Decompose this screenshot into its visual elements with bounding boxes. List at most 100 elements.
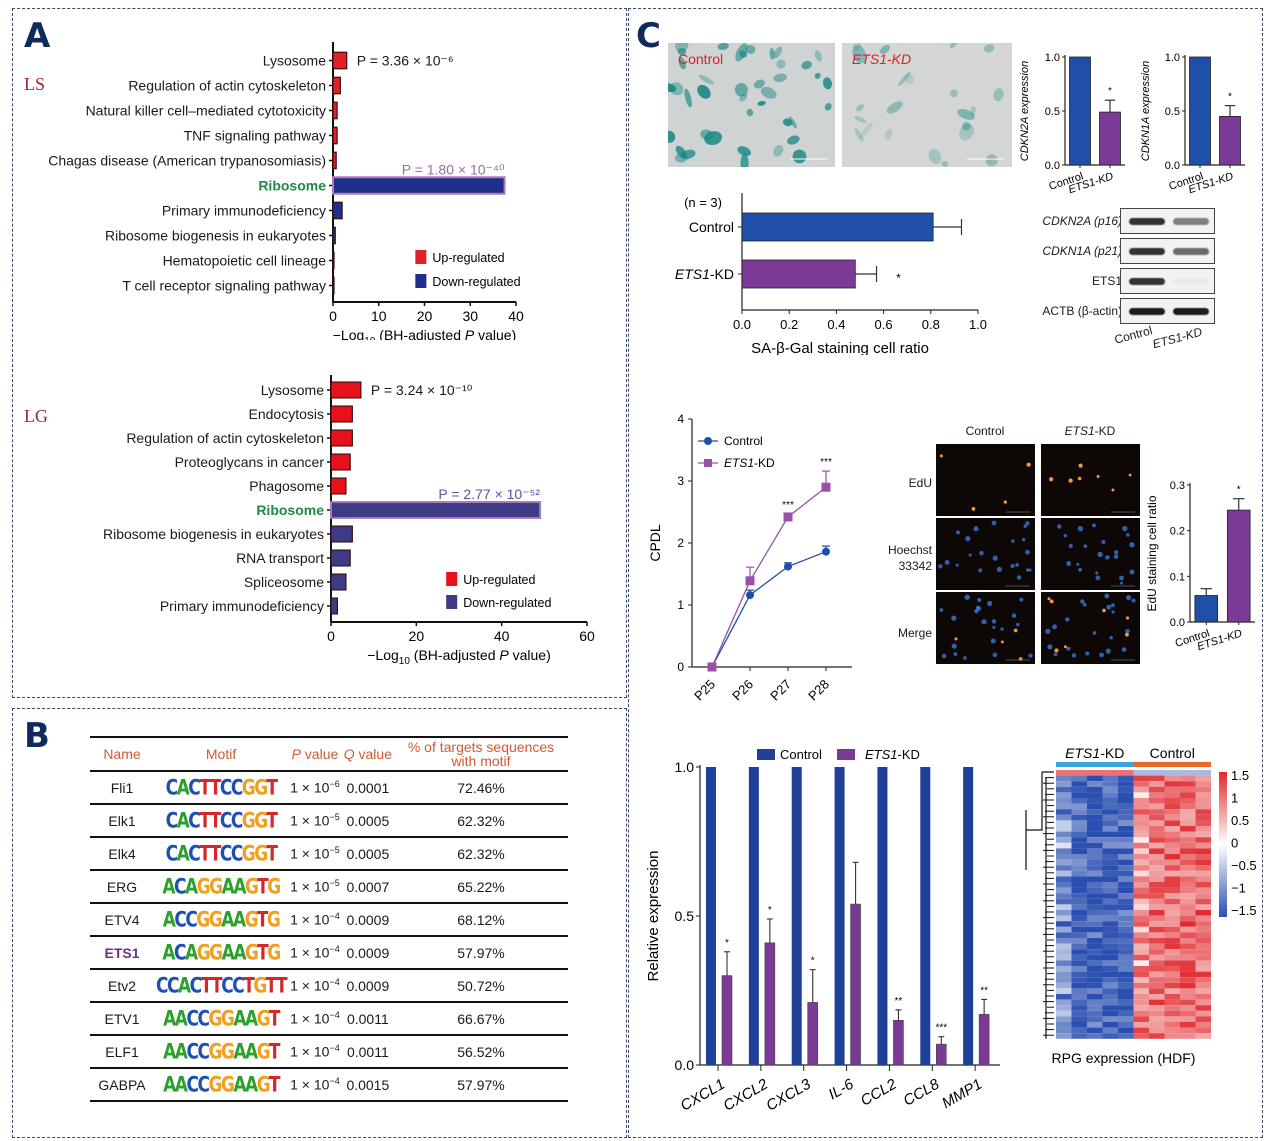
motif-target-pct: 57.97% (394, 1068, 568, 1102)
heatmap-cell (1087, 770, 1103, 776)
heatmap-cell (1164, 966, 1180, 972)
heatmap-cell (1056, 1022, 1072, 1028)
heatmap-cell (1087, 826, 1103, 832)
data-point (783, 512, 793, 522)
stained-cell (993, 88, 1004, 102)
panel-letter-b: B (24, 716, 50, 756)
heatmap-cell (1102, 915, 1118, 922)
heatmap-cell (1195, 882, 1211, 888)
heatmap-cell (1087, 926, 1103, 933)
heatmap-cell (1195, 977, 1211, 983)
rpg-heatmap: ETS1-KD Control 1.5 1 0.5 0 −0.5 −1 −1.5 RPG expr… (1025, 745, 1257, 1066)
heatmap-cell (1056, 842, 1072, 849)
motif-name: ETV4 (90, 903, 154, 937)
motif-base: T (266, 775, 278, 800)
heatmap-cell (1164, 893, 1180, 899)
heatmap-cell (1102, 971, 1118, 978)
legend-swatch-up (415, 250, 427, 264)
x-tick-label: 40 (494, 628, 510, 644)
blot-band (1129, 248, 1165, 255)
p-value-annotation: P = 2.77 × 10⁻⁵² (438, 486, 540, 502)
heatmap-cell (1195, 915, 1211, 922)
heatmap-cell (1180, 932, 1196, 938)
motif-p-value: 1 × 10−4 (288, 1002, 342, 1036)
heatmap-cell (1056, 859, 1072, 866)
heatmap-cell (1102, 994, 1118, 1000)
bar (330, 381, 362, 399)
stained-cell (898, 71, 911, 87)
bar (330, 549, 351, 567)
blot-row-label: ACTB (β-actin) (1042, 304, 1122, 318)
heatmap-cell (1087, 887, 1103, 894)
heatmap-cell (1195, 876, 1211, 882)
heatmap-cell (1180, 837, 1196, 843)
nucleus-hoechst (979, 550, 984, 556)
heatmap-cell (1180, 854, 1196, 860)
motif-base: G (241, 808, 256, 833)
nucleus-edu (1128, 473, 1132, 477)
heatmap-cell (1102, 876, 1118, 882)
heatmap-cell (1164, 792, 1180, 798)
x-tick-label: P27 (767, 677, 794, 704)
heatmap-cell (1149, 854, 1165, 860)
bar-kd (935, 1043, 947, 1066)
fluorescence-image (936, 592, 1035, 664)
nucleus-hoechst (992, 555, 998, 561)
nucleus-hoechst (1028, 653, 1033, 658)
heatmap-cell (1102, 809, 1118, 815)
heatmap-cell (1133, 977, 1149, 983)
nucleus-edu (1000, 640, 1004, 644)
motif-base: G (196, 940, 211, 965)
significance-mark: * (725, 938, 729, 949)
motif-base: T (275, 973, 288, 998)
heatmap-cell (1195, 803, 1211, 810)
heatmap-cell (1133, 904, 1149, 910)
heatmap-cell (1102, 904, 1118, 910)
heatmap-cell (1195, 938, 1211, 944)
bar (332, 176, 506, 195)
heatmap-cell (1056, 988, 1072, 994)
nucleus-hoechst (973, 526, 979, 532)
category-label: Primary immunodeficiency (162, 203, 326, 219)
edu-row-hoechst: Hoechst 33342 (880, 542, 932, 574)
motif-base: G (220, 1006, 235, 1031)
heatmap-cell (1180, 938, 1196, 944)
hoechst-label: Hoechst (887, 543, 932, 557)
heatmap-cell (1071, 898, 1087, 905)
nucleus-hoechst (977, 597, 982, 603)
motif-logo-letters: CACTTCCGGT (166, 808, 278, 833)
motif-base: A (185, 940, 198, 965)
nucleus-edu (1068, 478, 1073, 483)
series-line (711, 551, 827, 668)
motif-base: T (266, 808, 278, 833)
nucleus-hoechst (955, 563, 959, 567)
heatmap-cell (1133, 837, 1149, 843)
stained-cell (886, 101, 903, 114)
motif-base: A (233, 940, 246, 965)
heatmap-cell (1133, 809, 1149, 815)
stained-cell (669, 82, 684, 96)
heatmap-cell (1133, 770, 1149, 776)
p-value-base: 1 × 10 (290, 845, 330, 862)
category-label: Ribosome (256, 502, 324, 518)
nucleus-hoechst (991, 619, 997, 624)
heatmap-cell (1195, 988, 1211, 994)
legend-label-control: Control (780, 747, 822, 762)
heatmap-cell (1164, 943, 1180, 950)
nucleus-edu (939, 454, 943, 458)
p-value-base: 1 × 10 (290, 779, 330, 796)
heatmap-cell (1133, 786, 1149, 793)
blot-row-label: CDKN1A (p21) (1042, 244, 1122, 258)
nucleus-edu (1125, 616, 1130, 620)
heatmap-cell (1180, 994, 1196, 1000)
heatmap-cell (1133, 910, 1149, 916)
nucleus-hoechst (941, 653, 947, 659)
motif-base: A (232, 907, 246, 932)
heatmap-cell (1164, 882, 1180, 888)
heatmap-cell (1133, 949, 1149, 955)
heatmap-cell (1149, 876, 1165, 882)
motif-base: A (245, 1006, 258, 1031)
significance-mark: * (768, 905, 772, 916)
motif-base: T (268, 1006, 281, 1031)
p-value-exponent: −4 (329, 1010, 340, 1021)
